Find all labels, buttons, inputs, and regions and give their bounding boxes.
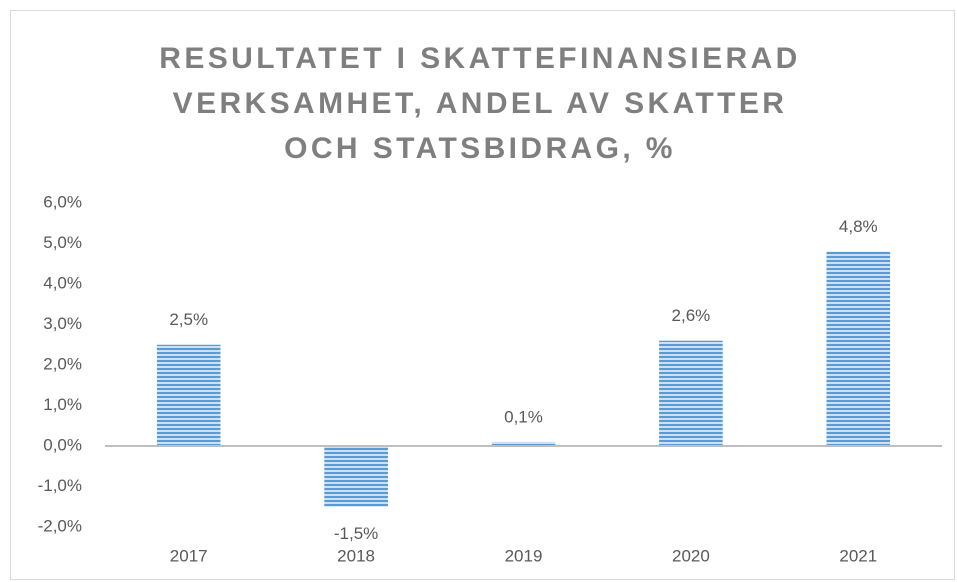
bar [659, 340, 723, 446]
data-label: -1,5% [334, 524, 378, 543]
chart-frame [10, 10, 955, 580]
data-label: 2,5% [169, 310, 208, 329]
x-tick-label: 2017 [170, 546, 208, 565]
y-tick-label: 4,0% [43, 273, 82, 292]
x-tick-label: 2020 [672, 546, 710, 565]
y-tick-label: 5,0% [43, 233, 82, 252]
data-label: 0,1% [504, 407, 543, 426]
y-tick-label: 0,0% [43, 435, 82, 454]
data-label: 4,8% [839, 217, 878, 236]
y-tick-label: 6,0% [43, 192, 82, 211]
y-tick-label: 2,0% [43, 354, 82, 373]
chart-title: RESULTATET I SKATTEFINANSIERAD VERKSAMHE… [159, 42, 801, 165]
bar [491, 441, 556, 446]
bar [826, 251, 891, 446]
bar [156, 344, 221, 446]
y-tick-label: 1,0% [43, 395, 82, 414]
y-tick-label: -2,0% [38, 516, 82, 535]
x-tick-label: 2019 [505, 546, 543, 565]
x-tick-label: 2018 [337, 546, 375, 565]
y-tick-label: -1,0% [38, 476, 82, 495]
data-label: 2,6% [672, 306, 711, 325]
x-tick-label: 2021 [839, 546, 877, 565]
bar [324, 446, 388, 507]
y-tick-label: 3,0% [43, 314, 82, 333]
